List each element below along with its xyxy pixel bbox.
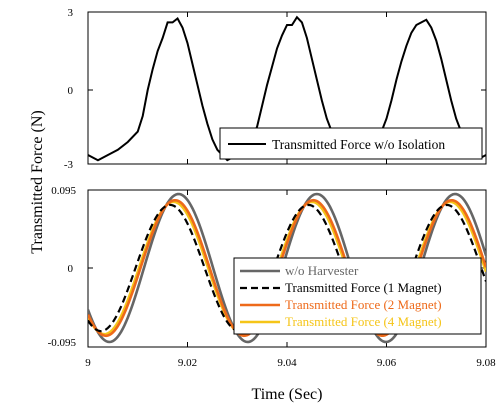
legend-label-1-magnet: Transmitted Force (1 Magnet) [285,280,442,295]
series-line-without-isolation [88,15,486,162]
xtick-label-9.04: 9.04 [277,357,297,369]
xtick-label-9.06: 9.06 [377,357,397,369]
y-axis-label: Transmitted Force (N) [29,110,46,253]
xtick-label-9: 9 [85,357,91,369]
xtick-label-9.08: 9.08 [476,357,496,369]
top-ytick-label-neg3: -3 [64,159,74,171]
top-legend-label: Transmitted Force w/o Isolation [272,137,445,152]
bottom-ytick-label-top: 0.095 [51,185,76,197]
bottom-legend: w/o Harvester Transmitted Force (1 Magne… [233,257,482,335]
top-x-ticks [187,12,387,164]
legend-label-2-magnet: Transmitted Force (2 Magnet) [285,297,442,312]
legend-label-4-magnet: Transmitted Force (4 Magnet) [285,314,442,329]
top-legend: Transmitted Force w/o Isolation [219,127,483,160]
x-axis-label: Time (Sec) [252,386,323,403]
bottom-ytick-label-bottom: -0.095 [48,337,77,349]
top-ytick-label-3: 3 [68,7,74,19]
top-ytick-label-0: 0 [68,85,74,97]
series-line-1-magnet [88,203,486,333]
bottom-ytick-label-zero: 0 [68,263,74,275]
xtick-label-9.02: 9.02 [178,357,197,369]
legend-label-without-harvester: w/o Harvester [285,263,359,278]
